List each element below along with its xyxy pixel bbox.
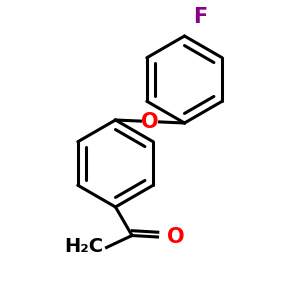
Text: F: F	[194, 7, 208, 27]
Text: O: O	[167, 227, 184, 247]
Text: O: O	[141, 112, 159, 131]
Text: H₂C: H₂C	[64, 236, 103, 256]
